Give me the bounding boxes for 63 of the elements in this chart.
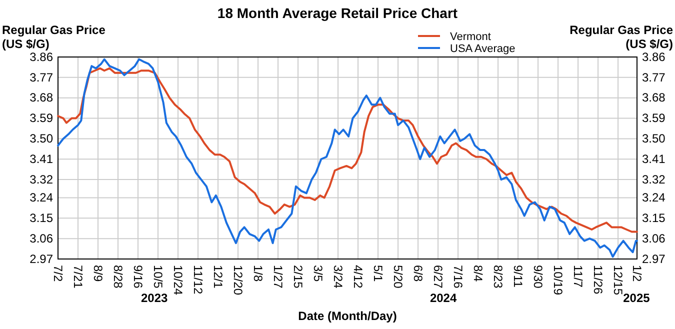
y-tick-label: 3.41 <box>30 152 54 166</box>
x-tick-label: 1/2 <box>630 265 644 282</box>
x-tick-label: 6/27 <box>430 265 445 289</box>
text: 2025 <box>623 291 650 305</box>
y-tick-label: 3.24 <box>30 190 54 205</box>
x-tick-label: 4/12 <box>350 265 365 289</box>
y-tick-label: 3.50 <box>30 132 54 146</box>
legend-label: USA Average <box>450 43 516 55</box>
x-tick-label: 12/15 <box>610 265 625 296</box>
x-tick-label: 12/20 <box>230 265 245 296</box>
y2-tick-label: 3.77 <box>642 70 666 84</box>
x-tick-label: 1/8 <box>250 265 265 282</box>
y2-tick-label: 3.50 <box>642 132 666 146</box>
y2-tick-label: 3.86 <box>642 50 666 64</box>
x-tick-label: 5/1 <box>370 265 385 282</box>
x-tick-label: 1/27 <box>270 265 285 289</box>
x-tick-label: 11/12 <box>190 265 205 294</box>
y-tick-label: 3.32 <box>30 172 54 186</box>
y-tick-label: 3.68 <box>30 90 54 105</box>
x-tick-label: 3/5 <box>310 265 325 282</box>
y-tick-label: 3.59 <box>30 111 54 126</box>
x-tick-label: 3/24 <box>330 265 345 289</box>
y-tick-label: 3.77 <box>30 70 54 84</box>
x-tick-label: 8/28 <box>110 265 125 289</box>
y2-tick-label: 3.06 <box>642 231 666 246</box>
x-tick-label: 6/8 <box>410 265 425 282</box>
y2-tick-label: 3.15 <box>642 210 666 225</box>
y-tick-label: 2.97 <box>30 252 54 266</box>
line-series <box>57 58 638 258</box>
text: 2023 <box>140 291 168 305</box>
line-series <box>57 67 638 233</box>
y2-tick-label: 2.97 <box>642 252 666 266</box>
legend-label: Vermont <box>450 31 491 43</box>
x-tick-label: 9/30 <box>530 265 545 289</box>
x-tick-label: 7/21 <box>70 265 85 289</box>
y-tick-label: 3.86 <box>30 50 54 64</box>
x-tick-label: 11/26 <box>590 265 605 294</box>
x-tick-label: 8/23 <box>490 265 505 289</box>
y2-tick-label: 3.41 <box>642 152 666 166</box>
x-tick-label: 7/2 <box>50 265 65 282</box>
y-axis-title: Regular Gas Price (US $/G) <box>2 23 106 51</box>
x-tick-label: 9/16 <box>130 265 145 289</box>
y2-tick-label: 3.24 <box>642 190 666 205</box>
chart-title: 18 Month Average Retail Price Chart <box>217 5 458 21</box>
y-tick-label: 3.06 <box>30 231 54 246</box>
y2-tick-label: 3.68 <box>642 90 666 105</box>
x-tick-label: 10/24 <box>170 265 185 296</box>
x-tick-label: 8/4 <box>470 265 485 282</box>
x-tick-label: 10/19 <box>550 265 565 296</box>
x-tick-label: 5/20 <box>390 265 405 289</box>
y-tick-label: 3.15 <box>30 210 54 225</box>
x-tick-label: 2/15 <box>290 265 305 289</box>
x-tick-label: 9/11 <box>510 265 525 288</box>
x-tick-label: 10/5 <box>150 265 165 289</box>
x-axis-title: Date (Month/Day) <box>298 309 397 323</box>
y2-tick-label: 3.32 <box>642 172 666 186</box>
x-tick-label: 11/7 <box>570 265 585 288</box>
x-tick-label: 12/1 <box>210 265 225 289</box>
y2-axis-title: Regular Gas Price (US $/G) <box>570 23 674 51</box>
x-tick-label: 8/9 <box>90 265 105 282</box>
text: 2024 <box>430 291 457 305</box>
x-tick-label: 7/16 <box>450 265 465 289</box>
y2-tick-label: 3.59 <box>642 111 666 126</box>
